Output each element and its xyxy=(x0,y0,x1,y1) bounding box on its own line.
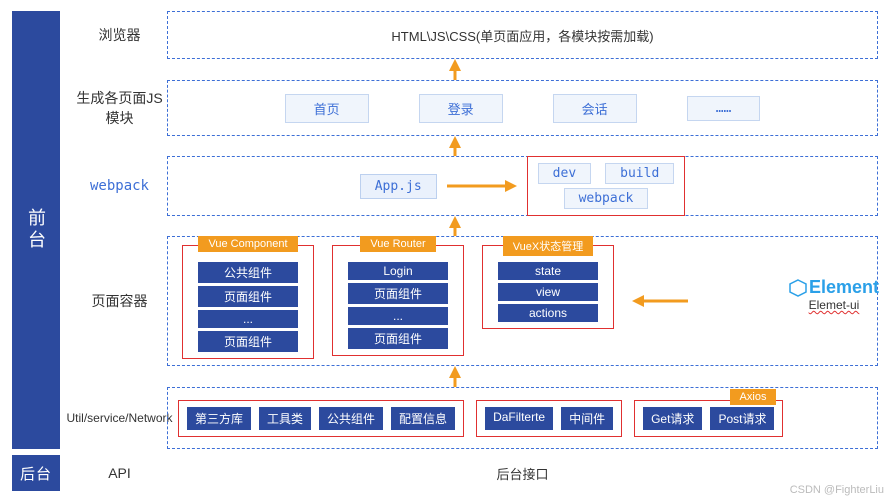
group-vue-router: Vue Router Login 页面组件 ... 页面组件 xyxy=(332,245,464,356)
wp-dev: dev xyxy=(538,163,591,184)
vc-item-1: 页面组件 xyxy=(198,286,298,307)
webpack-redbox: dev build webpack xyxy=(527,156,686,216)
u1-0: 第三方库 xyxy=(187,407,251,430)
axios-title: Axios xyxy=(730,389,777,405)
u1-2: 公共组件 xyxy=(319,407,383,430)
title-vuex: VueX状态管理 xyxy=(503,236,594,256)
vr-item-1: 页面组件 xyxy=(348,283,448,304)
arrow-left-icon xyxy=(632,294,688,308)
vr-item-3: 页面组件 xyxy=(348,328,448,349)
body-container: Vue Component 公共组件 页面组件 ... 页面组件 Vue Rou… xyxy=(167,236,878,366)
module-home: 首页 xyxy=(285,94,369,123)
row-webpack: webpack App.js dev build webpack xyxy=(72,156,878,216)
arrow-up-icon xyxy=(448,59,462,80)
u1-1: 工具类 xyxy=(259,407,311,430)
vr-item-0: Login xyxy=(348,262,448,280)
vr-item-2: ... xyxy=(348,307,448,325)
element-icon xyxy=(789,279,807,297)
row-util: Util/service/Network 第三方库 工具类 公共组件 配置信息 … xyxy=(72,387,878,449)
label-api: API xyxy=(72,455,167,491)
vc-item-0: 公共组件 xyxy=(198,262,298,283)
title-vue-router: Vue Router xyxy=(360,236,435,252)
element-label: Elemet-ui xyxy=(789,298,879,312)
label-jsmodules: 生成各页面JS模块 xyxy=(72,80,167,136)
vx-item-0: state xyxy=(498,262,598,280)
vx-item-2: actions xyxy=(498,304,598,322)
row-jsmodules: 生成各页面JS模块 首页 登录 会话 …… xyxy=(72,80,878,136)
module-login: 登录 xyxy=(419,94,503,123)
sidebar-backend: 后台 xyxy=(12,455,60,491)
label-webpack: webpack xyxy=(72,156,167,216)
module-more: …… xyxy=(687,96,761,121)
vc-item-3: 页面组件 xyxy=(198,331,298,352)
util-group-3: Axios Get请求 Post请求 xyxy=(634,400,783,437)
util-group-1: 第三方库 工具类 公共组件 配置信息 xyxy=(178,400,464,437)
element-ui-box: Element Elemet-ui xyxy=(789,277,879,312)
sidebar-frontend: 前台 xyxy=(12,11,60,449)
webpack-app: App.js xyxy=(360,174,437,199)
arrow-up-icon xyxy=(448,136,462,156)
arrow-up-icon xyxy=(448,366,462,387)
u2-0: DaFilterte xyxy=(485,407,553,430)
browser-content: HTML\JS\CSS(单页面应用，各模块按需加载) xyxy=(391,26,653,45)
label-container: 页面容器 xyxy=(72,236,167,366)
u3-1: Post请求 xyxy=(710,407,774,430)
u2-1: 中间件 xyxy=(561,407,613,430)
arrow-right-icon xyxy=(447,179,517,193)
vx-item-1: view xyxy=(498,283,598,301)
body-jsmodules: 首页 登录 会话 …… xyxy=(167,80,878,136)
u1-3: 配置信息 xyxy=(391,407,455,430)
label-util: Util/service/Network xyxy=(72,387,167,449)
group-vuex: VueX状态管理 state view actions xyxy=(482,245,614,329)
u3-0: Get请求 xyxy=(643,407,702,430)
wp-webpack: webpack xyxy=(564,188,649,209)
element-logo: Element xyxy=(789,277,879,298)
label-browser: 浏览器 xyxy=(72,11,167,59)
body-webpack: App.js dev build webpack xyxy=(167,156,878,216)
vc-item-2: ... xyxy=(198,310,298,328)
wp-build: build xyxy=(605,163,674,184)
body-api: 后台接口 xyxy=(167,455,878,491)
group-vue-component: Vue Component 公共组件 页面组件 ... 页面组件 xyxy=(182,245,314,359)
util-group-2: DaFilterte 中间件 xyxy=(476,400,622,437)
body-browser: HTML\JS\CSS(单页面应用，各模块按需加载) xyxy=(167,11,878,59)
title-vue-component: Vue Component xyxy=(198,236,297,252)
watermark: CSDN @FighterLiu xyxy=(790,484,884,496)
body-util: 第三方库 工具类 公共组件 配置信息 DaFilterte 中间件 Axios … xyxy=(167,387,878,449)
row-container: 页面容器 Vue Component 公共组件 页面组件 ... 页面组件 Vu… xyxy=(72,236,878,366)
row-api: API 后台接口 xyxy=(72,455,878,491)
arrow-up-icon xyxy=(448,216,462,236)
module-session: 会话 xyxy=(553,94,637,123)
api-content: 后台接口 xyxy=(496,464,548,483)
row-browser: 浏览器 HTML\JS\CSS(单页面应用，各模块按需加载) xyxy=(72,11,878,59)
